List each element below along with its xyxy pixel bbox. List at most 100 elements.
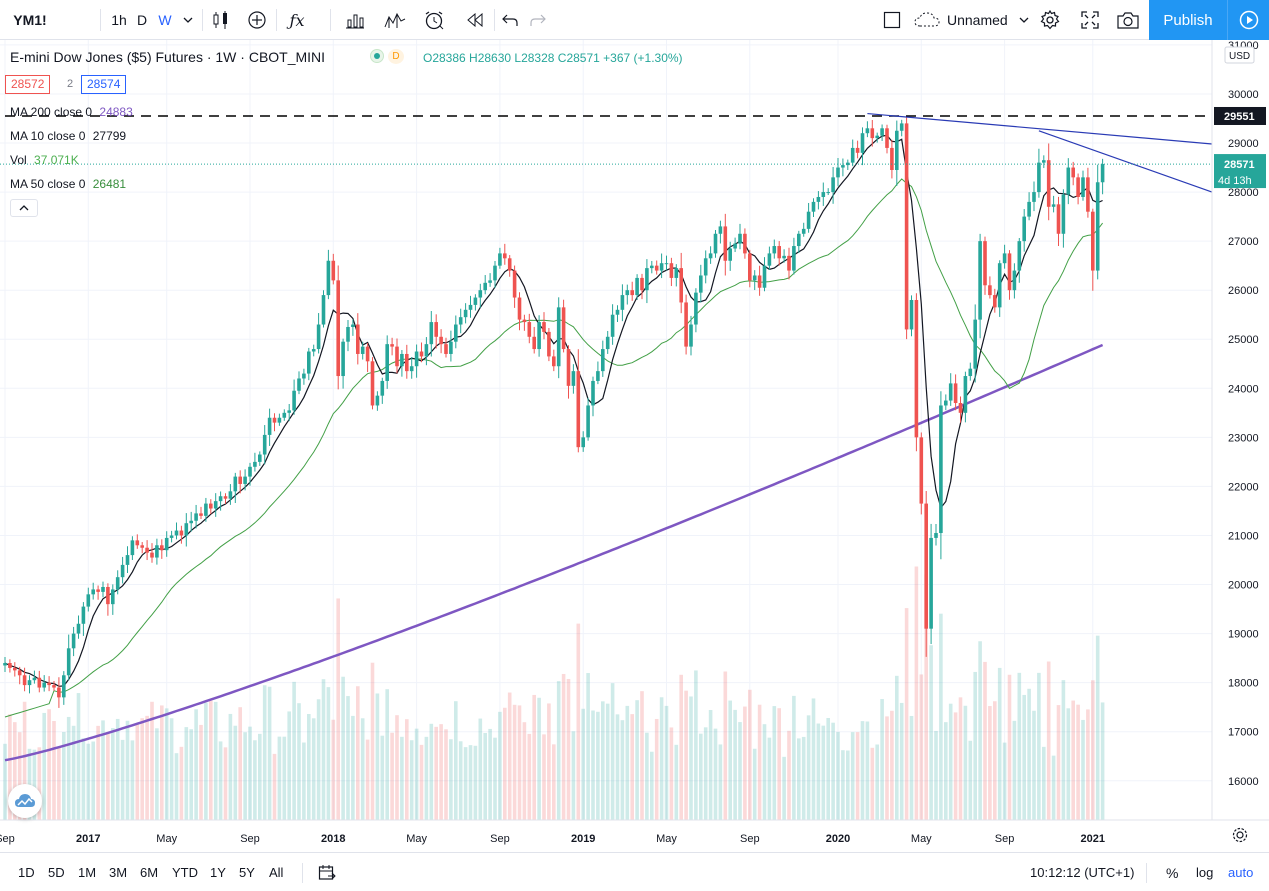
candle-body[interactable] (924, 503, 928, 629)
interval-dropdown-chevron-icon[interactable] (178, 0, 198, 40)
candle-body[interactable] (640, 277, 644, 291)
candle-body[interactable] (164, 537, 169, 551)
candle-body[interactable] (703, 258, 708, 276)
candle-body[interactable] (458, 317, 463, 325)
candle-body[interactable] (351, 324, 355, 327)
candle-body[interactable] (360, 346, 365, 354)
candle-body[interactable] (552, 356, 556, 367)
range-5y[interactable]: 5Y (239, 865, 255, 880)
candle-body[interactable] (385, 344, 389, 381)
candle-body[interactable] (145, 547, 149, 553)
candle-body[interactable] (71, 633, 76, 649)
clock-time[interactable]: 10:12:12 (UTC+1) (1030, 865, 1135, 880)
candle-body[interactable] (125, 555, 130, 565)
candle-body[interactable] (522, 319, 527, 323)
candle-body[interactable] (968, 368, 973, 377)
financials-bars-icon[interactable] (340, 0, 370, 40)
candle-body[interactable] (409, 366, 414, 372)
candle-body[interactable] (27, 680, 32, 686)
candle-body[interactable] (527, 322, 532, 337)
interval-w[interactable]: W (158, 12, 172, 28)
candle-body[interactable] (189, 520, 193, 524)
candle-body[interactable] (302, 373, 306, 379)
candle-body[interactable] (841, 165, 845, 168)
candle-body[interactable] (767, 253, 772, 266)
candle-body[interactable] (307, 351, 311, 374)
candle-body[interactable] (326, 260, 331, 296)
candle-body[interactable] (86, 594, 91, 607)
candle-body[interactable] (356, 324, 360, 354)
candle-body[interactable] (625, 290, 630, 296)
candle-body[interactable] (321, 295, 326, 325)
goto-date-calendar-icon[interactable] (318, 853, 336, 891)
range-ytd[interactable]: YTD (172, 865, 198, 880)
candle-body[interactable] (591, 380, 595, 406)
candle-body[interactable] (155, 545, 159, 558)
candle-body[interactable] (365, 346, 370, 362)
candle-body[interactable] (620, 295, 625, 310)
candle-body[interactable] (1086, 177, 1090, 212)
candle-body[interactable] (855, 147, 860, 153)
candle-body[interactable] (341, 341, 345, 377)
range-1y[interactable]: 1Y (210, 865, 226, 880)
candle-body[interactable] (723, 226, 728, 261)
candle-body[interactable] (993, 295, 997, 308)
interval-d[interactable]: D (136, 12, 148, 28)
candle-body[interactable] (1022, 216, 1026, 242)
candle-body[interactable] (160, 545, 164, 551)
candle-body[interactable] (262, 434, 267, 455)
candle-body[interactable] (66, 648, 71, 676)
candle-body[interactable] (890, 147, 894, 170)
candle-body[interactable] (277, 417, 282, 423)
candle-body[interactable] (792, 246, 796, 271)
candle-body[interactable] (101, 586, 105, 592)
candle-body[interactable] (37, 677, 42, 688)
templates-icon[interactable] (380, 0, 410, 40)
candle-body[interactable] (997, 263, 1002, 308)
candle-body[interactable] (532, 336, 536, 350)
candle-body[interactable] (439, 336, 443, 345)
log-scale-toggle[interactable]: log (1196, 865, 1214, 880)
tradingview-logo-button[interactable] (8, 784, 42, 818)
candle-body[interactable] (826, 192, 830, 194)
trendline-lower[interactable] (1038, 130, 1213, 193)
candle-body[interactable] (596, 371, 600, 381)
candle-body[interactable] (865, 128, 870, 134)
candle-body[interactable] (434, 322, 438, 337)
candle-body[interactable] (718, 226, 723, 234)
candle-body[interactable] (47, 682, 51, 686)
candle-body[interactable] (556, 307, 561, 367)
range-6m[interactable]: 6M (140, 865, 159, 880)
candle-body[interactable] (689, 324, 693, 347)
candle-body[interactable] (316, 324, 321, 350)
candle-body[interactable] (1056, 204, 1061, 234)
candle-body[interactable] (1017, 241, 1022, 271)
axis-settings-gear-icon[interactable] (1232, 827, 1248, 843)
candle-body[interactable] (248, 466, 252, 477)
range-all[interactable]: All (269, 865, 284, 880)
candle-body[interactable] (909, 300, 914, 330)
candle-body[interactable] (699, 275, 703, 293)
candle-body[interactable] (243, 476, 247, 484)
candle-body[interactable] (424, 344, 429, 357)
candle-body[interactable] (694, 292, 698, 325)
candle-body[interactable] (1032, 192, 1036, 202)
candle-body[interactable] (659, 263, 664, 271)
candle-body[interactable] (542, 322, 546, 332)
candle-body[interactable] (777, 246, 781, 259)
candle-body[interactable] (733, 243, 737, 249)
candle-body[interactable] (22, 675, 27, 686)
candle-body[interactable] (1051, 204, 1056, 207)
candle-body[interactable] (948, 383, 953, 401)
candle-body[interactable] (233, 476, 238, 492)
candle-body[interactable] (130, 540, 135, 556)
candle-body[interactable] (743, 233, 747, 254)
interval-1h[interactable]: 1h (111, 12, 127, 28)
candle-body[interactable] (91, 589, 95, 595)
camera-snapshot-icon[interactable] (1114, 0, 1142, 40)
candle-body[interactable] (797, 233, 801, 247)
candle-body[interactable] (684, 302, 688, 347)
candle-body[interactable] (135, 540, 140, 546)
price-chart[interactable]: 1600017000180001900020000210002200023000… (0, 40, 1269, 852)
candle-body[interactable] (679, 268, 683, 303)
